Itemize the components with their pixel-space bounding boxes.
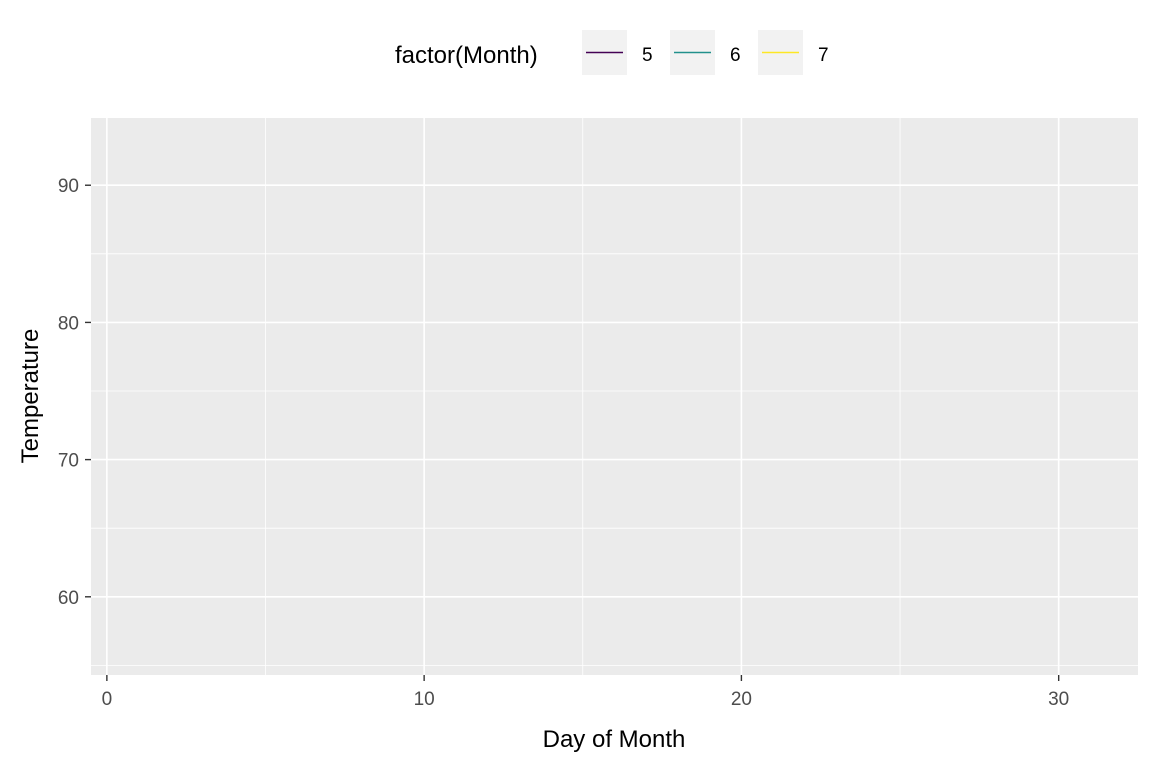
legend: factor(Month) 5 6 7 <box>395 30 829 75</box>
y-axis-title: Temperature <box>17 329 44 464</box>
y-tick-label: 70 <box>58 451 79 472</box>
y-tick-label: 60 <box>58 588 79 609</box>
plot-panel <box>91 118 1138 675</box>
x-tick-label: 20 <box>731 689 752 710</box>
legend-label-6: 6 <box>730 45 741 66</box>
y-tick-label: 80 <box>58 313 79 334</box>
axes: 0 10 20 30 60 70 80 90 <box>58 176 1069 710</box>
legend-entry-5: 5 <box>582 30 653 75</box>
x-tick-label: 10 <box>414 689 435 710</box>
x-tick-label: 30 <box>1048 689 1069 710</box>
x-axis-title: Day of Month <box>543 726 686 753</box>
legend-title: factor(Month) <box>395 42 538 69</box>
legend-label-5: 5 <box>642 45 653 66</box>
x-tick-label: 0 <box>102 689 113 710</box>
y-tick-label: 90 <box>58 176 79 197</box>
legend-entry-7: 7 <box>758 30 829 75</box>
legend-entry-6: 6 <box>670 30 741 75</box>
legend-label-7: 7 <box>818 45 829 66</box>
grid-lines <box>91 118 1138 675</box>
